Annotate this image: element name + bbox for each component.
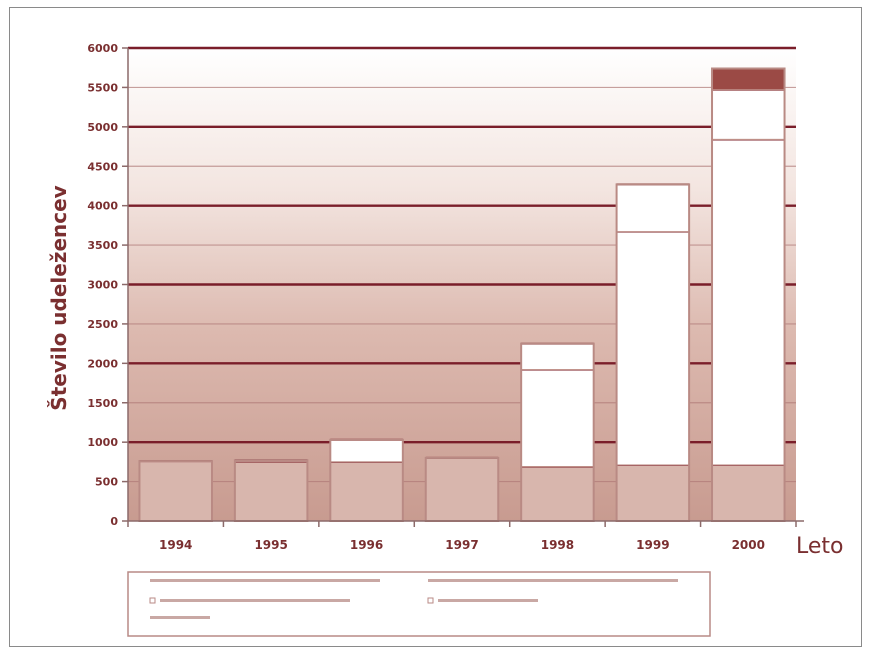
y-tick-label: 3500: [87, 239, 118, 252]
bar-segment: [711, 464, 786, 522]
legend-line: [150, 579, 380, 582]
grid-lines: [128, 46, 796, 483]
y-tick-label: 4500: [87, 160, 118, 173]
chart: 0 500 1000 1500 2000 2500 3000 3500 4000 4500 5000…: [47, 42, 844, 637]
x-tick-label: 1994: [159, 538, 192, 552]
axes: 0 500 1000 1500 2000 2500 3000 3500 4000 4500 5000…: [87, 42, 804, 552]
x-tick-label: 1996: [350, 538, 383, 552]
y-axis-label: Število udeležencev: [47, 185, 71, 410]
bar-segment: [711, 89, 786, 141]
x-tick-label: 1998: [541, 538, 574, 552]
legend-box: [127, 571, 711, 637]
y-tick-label: 3000: [87, 279, 118, 292]
legend-swatch: [149, 597, 156, 604]
bar-segment: [520, 466, 595, 522]
legend-line: [428, 579, 678, 582]
bar-segment: [711, 138, 786, 466]
bar-segment: [615, 464, 690, 522]
legend-line: [160, 599, 350, 602]
y-tick-label: 2500: [87, 318, 118, 331]
chart-frame: 0 500 1000 1500 2000 2500 3000 3500 4000 4500 5000…: [9, 7, 862, 647]
y-tick-label: 4000: [87, 200, 118, 213]
y-tick-label: 500: [95, 476, 118, 489]
bar-segment: [425, 457, 499, 522]
bar-segment: [711, 67, 786, 91]
legend: [127, 571, 711, 637]
bars: [138, 67, 786, 523]
x-tick-label: 1997: [445, 538, 478, 552]
x-tick-label: 2000: [732, 538, 765, 552]
bar-segment: [329, 461, 404, 522]
bar-segment: [615, 231, 690, 466]
bar-segment: [234, 461, 309, 522]
y-tick-label: 0: [110, 515, 118, 528]
x-axis-label: Leto: [796, 534, 844, 559]
bar-segment: [520, 343, 595, 371]
y-tick-label: 6000: [87, 42, 118, 55]
x-tick-label: 1995: [254, 538, 287, 552]
bar-segment: [138, 460, 213, 522]
legend-swatch: [427, 597, 434, 604]
bar-segment: [615, 183, 690, 233]
x-tick-label: 1999: [636, 538, 669, 552]
legend-line: [438, 599, 538, 602]
y-tick-label: 1000: [87, 436, 118, 449]
y-tick-label: 1500: [87, 397, 118, 410]
y-tick-label: 5000: [87, 121, 118, 134]
y-tick-label: 2000: [87, 357, 118, 370]
y-tick-label: 5500: [87, 81, 118, 94]
bar-segment: [329, 439, 404, 463]
bar-segment: [520, 369, 595, 468]
legend-line: [150, 616, 210, 619]
